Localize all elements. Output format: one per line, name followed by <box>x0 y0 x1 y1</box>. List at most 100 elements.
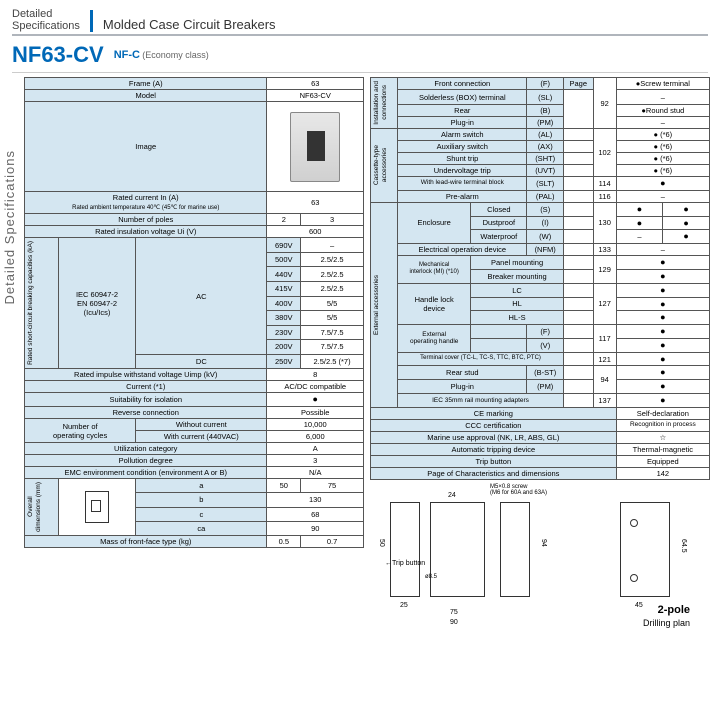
pollution-label: Pollution degree <box>25 455 267 467</box>
model-sub2: (Economy class) <box>142 50 209 60</box>
closed-v2: ● <box>663 202 710 216</box>
lc-val: ● <box>616 283 709 297</box>
eoh-page: 117 <box>593 325 616 353</box>
pm2-val: ● <box>616 380 709 394</box>
cycles-wc: With current (440VAC) <box>136 431 267 443</box>
scbc-std: IEC 60947-2 EN 60947-2 (Icu/Ics) <box>58 238 135 369</box>
iec-page: 137 <box>593 394 616 408</box>
tc-page: 121 <box>593 352 616 366</box>
trip-val: Thermal-magnetic <box>616 443 709 455</box>
ce-label: CE marking <box>371 407 617 419</box>
water-label: Waterproof <box>471 230 527 244</box>
d24: 24 <box>448 492 456 499</box>
breaker-val: ● <box>616 269 709 283</box>
scbc-side: Rated short-circuit breaking capacities … <box>27 239 35 367</box>
frame-val: 63 <box>267 78 364 90</box>
cycles-nc-val: 10,000 <box>267 419 364 431</box>
al-code: (AL) <box>527 128 563 140</box>
pal-val: – <box>616 190 709 202</box>
slt-code: (SLT) <box>527 176 563 190</box>
rs-page: 94 <box>593 366 616 394</box>
dims-side: Overall dimensions (mm) <box>27 480 43 534</box>
rs-label: Rear stud <box>398 366 527 380</box>
util-label: Utilization category <box>25 443 267 455</box>
install-page: 92 <box>593 78 616 129</box>
v400: 400V <box>267 296 301 311</box>
dust-code: (I) <box>527 216 563 230</box>
dust-label: Dustproof <box>471 216 527 230</box>
scbc-dc: DC <box>136 354 267 369</box>
v400-val: 5/5 <box>301 296 364 311</box>
al-label: Alarm switch <box>398 128 527 140</box>
closed-label: Closed <box>471 202 527 216</box>
breaker-label: Breaker mounting <box>471 269 564 283</box>
dim-ca: ca <box>136 521 267 535</box>
tripbtn-label: Trip button <box>371 455 617 467</box>
model-label: Model <box>25 90 267 102</box>
screw-label: M5×0.8 screw (M6 for 60A and 63A) <box>490 484 547 496</box>
d45: 45 <box>635 602 643 609</box>
dim-a: a <box>136 479 267 493</box>
mass-label: Mass of front-face type (kg) <box>25 535 267 547</box>
install-side: Installation and connections <box>373 79 389 127</box>
fc-label: Front connection <box>398 78 527 90</box>
pm-code: (PM) <box>527 116 563 128</box>
slt-val: ● <box>616 176 709 190</box>
rated-current-label: Rated current In (A)Rated ambient temper… <box>25 192 267 214</box>
nfm-code: (NFM) <box>527 244 563 256</box>
hl-label: HL <box>471 297 564 311</box>
ccc-label: CCC certification <box>371 419 617 431</box>
d94: 94 <box>540 539 547 547</box>
rated-current-val: 63 <box>267 192 364 214</box>
pagechar-label: Page of Characteristics and dimensions <box>371 467 617 479</box>
pm-val: – <box>616 116 709 128</box>
ax-val: ● (*6) <box>616 140 709 152</box>
mi-page: 129 <box>593 256 616 284</box>
v230: 230V <box>267 325 301 340</box>
dc250-val: 2.5/2.5 (*7) <box>301 354 364 369</box>
pagechar-val: 142 <box>616 467 709 479</box>
model-val: NF63-CV <box>267 90 364 102</box>
trip-label: Automatic tripping device <box>371 443 617 455</box>
dust-v2: ● <box>663 216 710 230</box>
ce-val: Self-declaration <box>616 407 709 419</box>
d75: 75 <box>450 609 458 616</box>
lc-label: LC <box>471 283 564 297</box>
v500: 500V <box>267 252 301 267</box>
marine-label: Marine use approval (NK, LR, ABS, GL) <box>371 431 617 443</box>
dim-b-val: 130 <box>267 493 364 507</box>
pal-label: Pre-alarm <box>398 190 527 202</box>
pal-page: 116 <box>593 190 616 202</box>
eoh-f-val: ● <box>616 325 709 339</box>
pm2-code: (PM) <box>527 380 563 394</box>
sl-val: – <box>616 90 709 105</box>
ax-label: Auxiliary switch <box>398 140 527 152</box>
page-hdr: Page <box>563 78 593 90</box>
poles-3: 3 <box>301 214 364 226</box>
nfm-page: 133 <box>593 244 616 256</box>
scbc-ac: AC <box>136 238 267 354</box>
cycles-nc: Without current <box>136 419 267 431</box>
v440-val: 2.5/2.5 <box>301 267 364 282</box>
ccc-val: Recognition in process <box>616 419 709 431</box>
iec-label: IEC 35mm rail mounting adapters <box>398 394 564 408</box>
marine-val: ☆ <box>616 431 709 443</box>
ax-code: (AX) <box>527 140 563 152</box>
header-detailed-spec: Detailed Specifications <box>12 8 80 32</box>
dim-a2: 75 <box>301 479 364 493</box>
nfm-label: Electrical operation device <box>398 244 527 256</box>
sidebar-title: Detailed Specifications <box>2 150 17 305</box>
fc-code: (F) <box>527 78 563 90</box>
mi-label: Mechanical interlock (MI) (*10) <box>398 256 471 284</box>
cycles-wc-val: 6,000 <box>267 431 364 443</box>
water-v2: ● <box>663 230 710 244</box>
rs-val: ● <box>616 366 709 380</box>
tripbtn-val: Equipped <box>616 455 709 467</box>
v415: 415V <box>267 282 301 297</box>
tc-val: ● <box>616 352 709 366</box>
dimension-drawing: M5×0.8 screw (M6 for 60A and 63A) 24 94 … <box>370 484 710 624</box>
twopole-label: 2-pole <box>658 604 690 616</box>
encl-page: 130 <box>593 202 616 243</box>
slt-page: 114 <box>593 176 616 190</box>
water-code: (W) <box>527 230 563 244</box>
